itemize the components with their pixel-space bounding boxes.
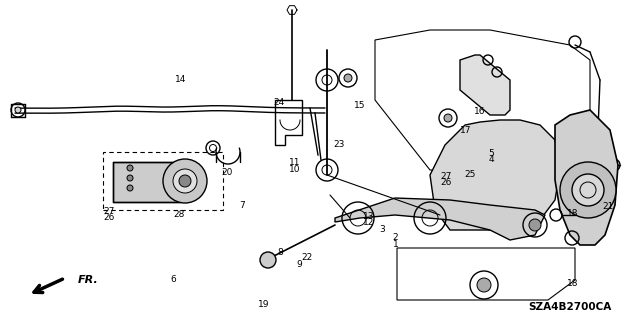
Circle shape bbox=[127, 185, 133, 191]
Polygon shape bbox=[335, 198, 545, 240]
Text: 11: 11 bbox=[289, 158, 301, 167]
Text: 1: 1 bbox=[393, 240, 398, 249]
Text: 26: 26 bbox=[103, 213, 115, 222]
Circle shape bbox=[260, 252, 276, 268]
Text: 25: 25 bbox=[464, 170, 476, 179]
Text: 9: 9 bbox=[297, 260, 302, 269]
Circle shape bbox=[529, 219, 541, 231]
Text: 14: 14 bbox=[175, 75, 187, 84]
Text: 15: 15 bbox=[354, 101, 365, 110]
Text: 8: 8 bbox=[278, 248, 283, 256]
Text: 12: 12 bbox=[363, 218, 374, 227]
Text: 16: 16 bbox=[474, 107, 486, 115]
Text: 22: 22 bbox=[301, 253, 313, 262]
Text: 21: 21 bbox=[602, 202, 614, 211]
Text: 5: 5 bbox=[489, 149, 494, 158]
Text: SZA4B2700CA: SZA4B2700CA bbox=[529, 302, 612, 312]
Text: 27: 27 bbox=[103, 207, 115, 216]
Text: 17: 17 bbox=[460, 126, 472, 135]
Polygon shape bbox=[113, 162, 180, 202]
Text: 20: 20 bbox=[221, 168, 233, 177]
Text: 23: 23 bbox=[333, 140, 345, 149]
Circle shape bbox=[179, 175, 191, 187]
Text: 26: 26 bbox=[440, 178, 452, 187]
Text: 18: 18 bbox=[567, 209, 579, 218]
Text: FR.: FR. bbox=[78, 275, 99, 285]
Circle shape bbox=[444, 114, 452, 122]
Circle shape bbox=[344, 74, 352, 82]
Circle shape bbox=[482, 177, 498, 193]
Text: 2: 2 bbox=[393, 233, 398, 242]
Polygon shape bbox=[430, 120, 560, 230]
Polygon shape bbox=[555, 110, 618, 245]
Text: 6: 6 bbox=[170, 275, 175, 284]
Circle shape bbox=[560, 162, 616, 218]
Circle shape bbox=[572, 174, 604, 206]
Text: 13: 13 bbox=[363, 212, 374, 221]
Text: 28: 28 bbox=[173, 210, 185, 219]
Text: 7: 7 bbox=[239, 201, 244, 210]
Text: 4: 4 bbox=[489, 155, 494, 164]
Polygon shape bbox=[460, 55, 510, 115]
Text: 3: 3 bbox=[380, 225, 385, 234]
Circle shape bbox=[15, 107, 21, 113]
Circle shape bbox=[163, 159, 207, 203]
Text: 24: 24 bbox=[273, 98, 285, 107]
Circle shape bbox=[127, 175, 133, 181]
Circle shape bbox=[173, 169, 197, 193]
Text: 18: 18 bbox=[567, 279, 579, 288]
Text: 10: 10 bbox=[289, 165, 301, 174]
Bar bbox=[103, 152, 223, 210]
Circle shape bbox=[127, 165, 133, 171]
Circle shape bbox=[477, 278, 491, 292]
Text: 27: 27 bbox=[440, 172, 452, 181]
Text: 19: 19 bbox=[258, 300, 269, 309]
